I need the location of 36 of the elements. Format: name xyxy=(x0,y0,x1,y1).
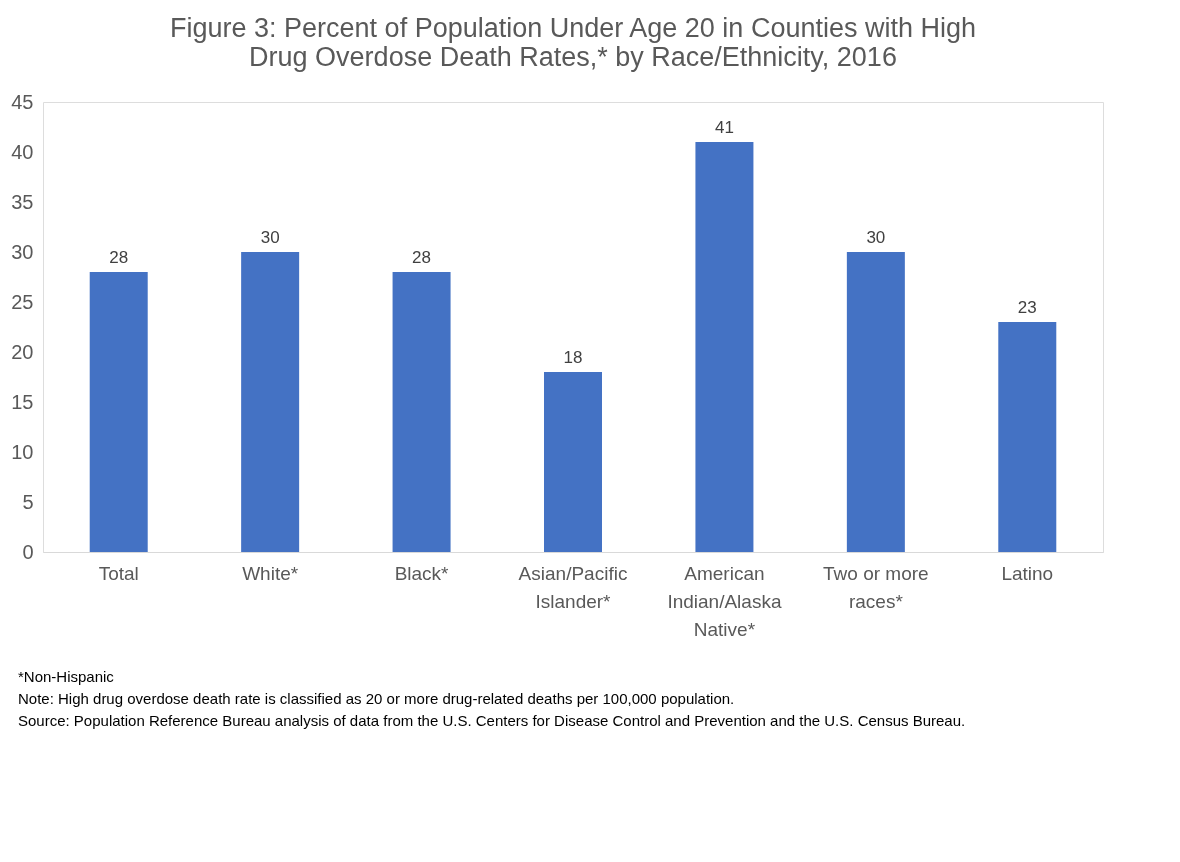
x-tick-label: Asian/Pacific Islander* xyxy=(518,562,628,612)
data-label: 18 xyxy=(563,348,583,367)
text: *Non-Hispanic xyxy=(18,668,115,685)
y-tick-label: 40 xyxy=(11,140,34,163)
data-label: 28 xyxy=(412,248,432,267)
y-tick-label: 20 xyxy=(11,340,34,363)
source-note: Source: Population Reference Bureau analysis of data from the U.S. Centers for Disease Control and Prevention and the U.S. Census Bureau. xyxy=(18,712,966,729)
bar xyxy=(544,372,602,552)
bar xyxy=(695,142,754,552)
bar xyxy=(241,252,300,552)
text: Drug Overdose Death Rates,* by Race/Ethnicity, 2016 xyxy=(249,42,897,72)
x-tick-label: Two or more races* xyxy=(823,562,929,612)
text: Note: High drug overdose death rate is classified as 20 or more drug-related deaths per 100,000 population. xyxy=(18,690,735,707)
y-tick-label: 10 xyxy=(11,440,34,463)
bar xyxy=(846,252,905,552)
data-label: 28 xyxy=(109,248,129,267)
y-tick-label: 15 xyxy=(11,390,34,413)
x-tick-label: Black* xyxy=(394,562,450,584)
y-tick-label: 5 xyxy=(22,490,34,513)
x-tick-label: Latino xyxy=(1001,562,1054,584)
y-tick-label: 25 xyxy=(11,290,34,313)
x-tick-label: American Indian/Alaska Native* xyxy=(667,562,782,640)
bar xyxy=(998,322,1057,552)
data-label: 23 xyxy=(1017,298,1037,317)
y-tick-label: 35 xyxy=(11,190,34,213)
data-label: 41 xyxy=(714,118,734,137)
data-label: 30 xyxy=(260,228,280,247)
y-tick-label: 30 xyxy=(11,240,34,263)
y-tick-label: 0 xyxy=(22,540,34,563)
x-tick-label: White* xyxy=(242,562,299,584)
bar xyxy=(392,272,451,552)
text: Figure 3: Percent of Population Under Age 20 in Counties with High xyxy=(170,13,976,43)
bar xyxy=(89,272,148,552)
x-tick-label: Total xyxy=(98,562,139,584)
y-tick-label: 45 xyxy=(11,90,34,113)
data-label: 30 xyxy=(866,228,886,247)
